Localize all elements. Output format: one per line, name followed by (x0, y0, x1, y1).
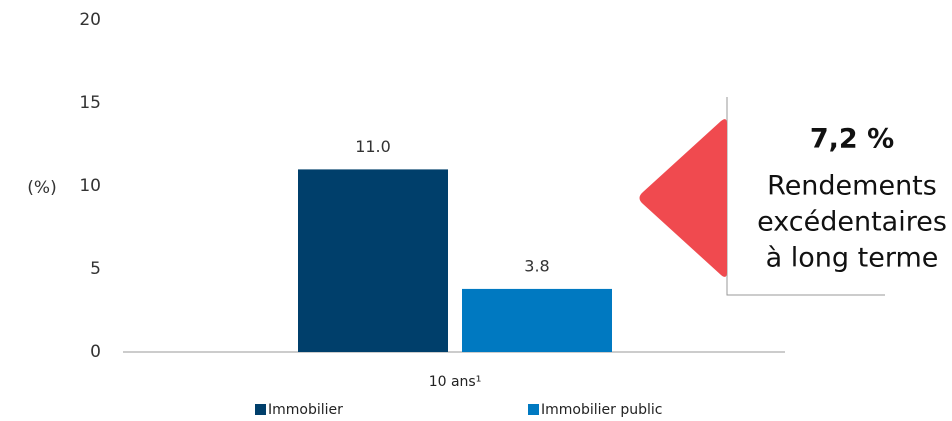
annotation-triangle (639, 119, 727, 277)
y-tick-label: 10 (79, 176, 101, 196)
annotation-title: 7,2 % (810, 124, 894, 155)
legend-label: Immobilier public (541, 402, 662, 418)
legend-swatch (255, 404, 266, 415)
legend-label: Immobilier (268, 402, 343, 418)
y-tick-label: 20 (79, 10, 101, 30)
y-tick-label: 5 (90, 259, 101, 279)
annotation-line: à long terme (766, 243, 939, 274)
value-label: 3.8 (524, 256, 549, 275)
bar (462, 288, 612, 352)
annotation-line: Rendements (767, 171, 937, 202)
y-tick-label: 0 (90, 342, 101, 362)
y-tick-label: 15 (79, 93, 101, 113)
annotation-line: excédentaires (757, 207, 947, 238)
y-axis-label: (%) (27, 178, 56, 198)
bar (298, 169, 448, 352)
x-tick-label: 10 ans¹ (429, 374, 482, 390)
value-label: 11.0 (355, 137, 391, 156)
legend-swatch (528, 404, 539, 415)
